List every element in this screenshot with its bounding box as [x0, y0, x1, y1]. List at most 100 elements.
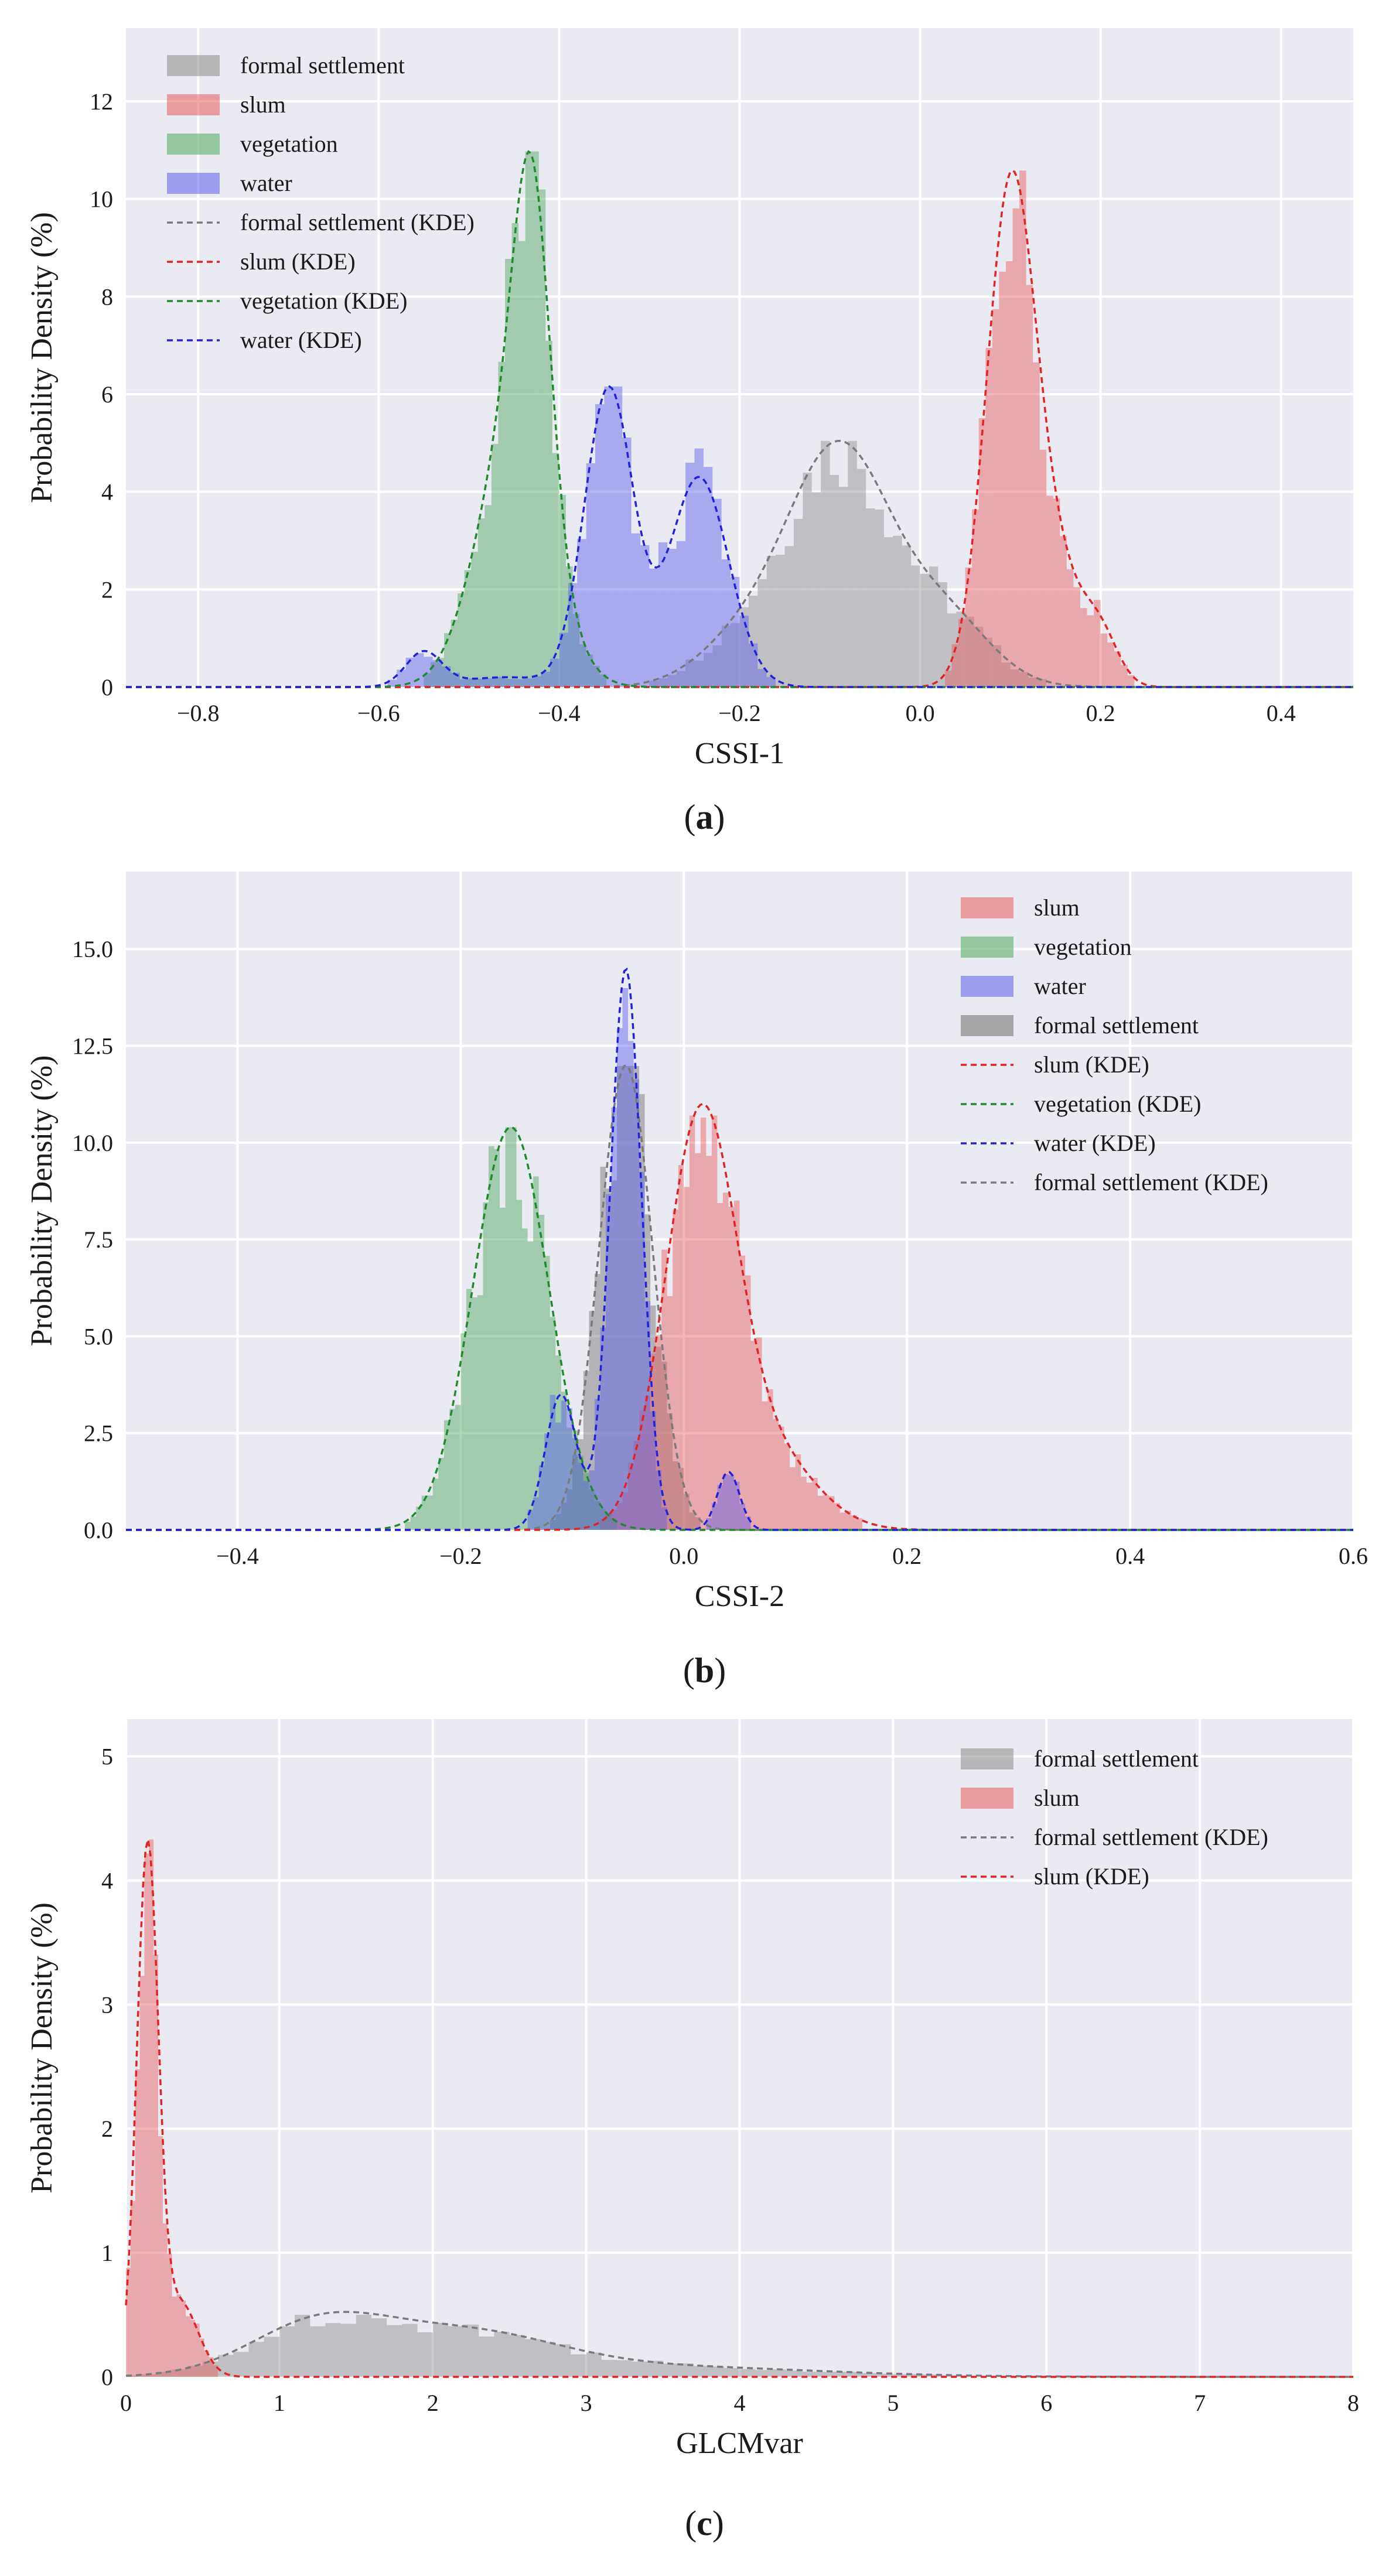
panel-c-legend-entry: formal settlement	[1034, 1745, 1199, 1772]
histogram-bar-slum	[958, 619, 965, 687]
histogram-bar-formal-settlement	[947, 613, 957, 687]
histogram-bar-slum	[673, 1210, 678, 1530]
histogram-bar-slum	[684, 1187, 690, 1530]
histogram-bar-water	[706, 1518, 712, 1530]
panel-a-legend-entry: formal settlement	[240, 52, 405, 78]
panel-b-x-tick-label: 0.6	[1339, 1543, 1368, 1569]
histogram-bar-vegetation	[484, 505, 492, 687]
panel-b-x-tick-label: 0.0	[669, 1543, 698, 1569]
histogram-bar-slum	[199, 2338, 204, 2377]
histogram-bar-formal-settlement	[803, 473, 812, 687]
histogram-bar-vegetation	[611, 1520, 617, 1530]
panel-a-y-tick-label: 8	[101, 283, 113, 310]
histogram-bar-vegetation	[416, 1506, 422, 1530]
histogram-bar-water	[487, 678, 496, 687]
histogram-bar-water	[658, 542, 668, 687]
histogram-bar-slum	[773, 1419, 779, 1530]
histogram-bar-slum	[762, 1401, 768, 1530]
histogram-bar-formal-settlement	[126, 2375, 142, 2377]
histogram-bar-vegetation	[578, 1456, 583, 1530]
histogram-bar-vegetation	[594, 1501, 600, 1530]
histogram-bar-vegetation	[494, 1149, 500, 1530]
panel-c-legend-entry: slum	[1034, 1785, 1080, 1811]
histogram-bar-slum	[1087, 615, 1094, 687]
histogram-bar-vegetation	[538, 189, 546, 687]
panel-c-y-tick-label: 5	[101, 1744, 113, 1770]
histogram-bar-water	[722, 1474, 729, 1530]
kde-curve-water	[126, 967, 1353, 1531]
histogram-bar-water	[577, 539, 586, 687]
histogram-bar-water	[628, 1041, 634, 1530]
histogram-bar-formal-settlement	[555, 2344, 571, 2377]
panel-a-legend: formal settlement slum vegetation water …	[167, 52, 475, 353]
histogram-bar-vegetation	[432, 1478, 439, 1530]
histogram-bar-vegetation	[599, 674, 607, 687]
histogram-bar-vegetation	[505, 1127, 511, 1530]
histogram-bar-water	[731, 576, 740, 687]
panel-a-x-tick-label: −0.4	[538, 700, 581, 726]
legend-patch-swatch	[167, 55, 220, 76]
histogram-bar-vegetation	[444, 633, 451, 687]
histogram-bar-formal-settlement	[893, 2374, 909, 2377]
histogram-bar-vegetation	[544, 1256, 550, 1530]
histogram-bar-slum	[806, 1482, 813, 1530]
histogram-bar-vegetation	[477, 1295, 483, 1530]
histogram-bar-water	[405, 657, 415, 687]
histogram-bar-slum	[784, 1443, 790, 1530]
histogram-bar-slum	[1005, 261, 1013, 688]
histogram-bar-formal-settlement	[712, 645, 722, 687]
kde-curve-water	[126, 385, 1353, 688]
histogram-bar-slum	[617, 1503, 623, 1530]
histogram-bar-formal-settlement	[340, 2324, 356, 2377]
histogram-bar-water	[397, 669, 406, 687]
panel-b-gridlines	[126, 872, 1354, 1531]
histogram-bar-slum	[695, 1153, 701, 1530]
histogram-bar-water	[739, 1504, 746, 1530]
histogram-bar-formal-settlement	[883, 537, 893, 687]
histogram-bar-water	[650, 1411, 656, 1530]
histogram-bar-formal-settlement	[821, 440, 830, 687]
histogram-bar-formal-settlement	[920, 573, 929, 687]
histogram-bar-formal-settlement	[875, 509, 884, 687]
histogram-bar-formal-settlement	[187, 2366, 203, 2377]
histogram-bar-vegetation	[430, 662, 438, 687]
histogram-bar-slum	[790, 1467, 796, 1530]
caption-open: (	[683, 1651, 695, 1690]
panel-b-x-tick-label: 0.2	[892, 1543, 922, 1569]
histogram-bar-slum	[1121, 665, 1128, 687]
histogram-bar-water	[745, 1516, 751, 1530]
histogram-bar-formal-settlement	[628, 1065, 634, 1530]
histogram-bar-formal-settlement	[678, 1468, 684, 1530]
histogram-bar-slum	[951, 644, 959, 687]
legend-patch-swatch	[167, 94, 220, 115]
histogram-bar-water	[504, 679, 514, 687]
histogram-bar-slum	[812, 1478, 818, 1530]
histogram-bar-formal-settlement	[387, 2325, 402, 2377]
histogram-bar-slum	[628, 1463, 634, 1530]
panel-b-legend-entry: vegetation	[1034, 934, 1132, 960]
panel-b-legend-entry: vegetation (KDE)	[1034, 1091, 1201, 1117]
panel-c-x-axis-label: GLCMvar	[676, 2427, 803, 2460]
panel-a-x-tick-label: 0.4	[1267, 700, 1296, 726]
histogram-bar-slum	[213, 2365, 219, 2377]
panel-b-x-tick-label: 0.4	[1115, 1543, 1145, 1569]
histogram-bar-formal-settlement	[644, 1214, 651, 1530]
histogram-bar-water	[533, 1497, 539, 1530]
histogram-bar-water	[538, 1465, 545, 1530]
histogram-bar-slum	[845, 1511, 851, 1530]
histogram-bar-vegetation	[405, 1522, 411, 1530]
histogram-bar-slum	[717, 1203, 723, 1530]
histogram-bar-formal-settlement	[983, 637, 992, 687]
histogram-bar-formal-settlement	[685, 659, 695, 687]
histogram-bar-slum	[162, 2223, 168, 2377]
histogram-bar-formal-settlement	[878, 2373, 893, 2377]
histogram-bar-vegetation	[538, 1214, 545, 1530]
histogram-bar-vegetation	[511, 223, 519, 687]
legend-patch-swatch	[961, 937, 1013, 958]
histogram-bar-formal-settlement	[678, 2363, 694, 2377]
caption-open: (	[685, 2504, 697, 2543]
histogram-bar-vegetation	[522, 1228, 528, 1530]
panel-c-x-tick-label: 7	[1194, 2390, 1206, 2416]
histogram-bar-formal-settlement	[848, 440, 857, 687]
histogram-bar-vegetation	[583, 1473, 589, 1530]
